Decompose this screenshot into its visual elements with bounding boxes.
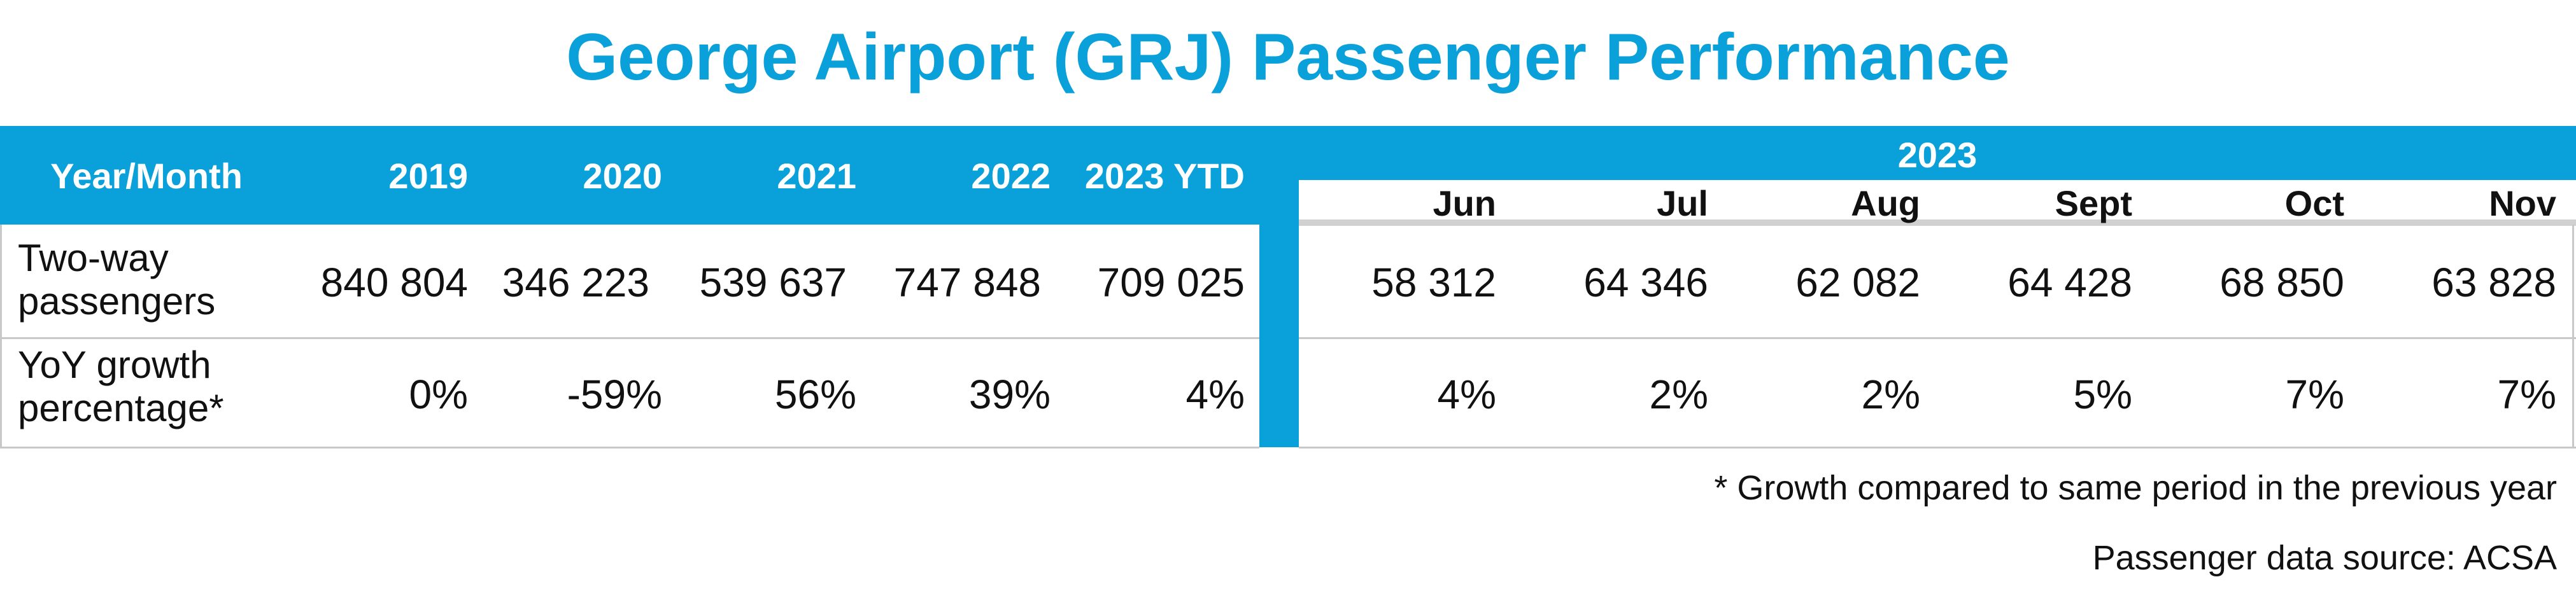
table-cell: 346 223 [502,260,649,305]
table-right-border [2572,225,2574,449]
header-2019: 2019 [388,156,468,196]
table-cell: 58 312 [1371,260,1496,305]
row-divider [0,337,1259,339]
row-divider [1299,337,2576,339]
table-cell: 539 637 [699,260,847,305]
month-subheader-band [1299,180,2576,225]
header-2022: 2022 [971,156,1051,196]
table-cell: -59% [567,372,662,417]
table-cell: 747 848 [893,260,1041,305]
header-jul: Jul [1657,183,1708,223]
row-label-yoy-growth: YoY growth percentage* [18,344,224,429]
table-cell: 7% [2497,372,2557,417]
month-subheader-rule [1299,219,2576,226]
table-bottom-border [0,447,1259,449]
table-cell: 5% [2073,372,2133,417]
table-cell: 4% [1185,372,1245,417]
page-title: George Airport (GRJ) Passenger Performan… [566,20,2010,94]
table-cell: 0% [409,372,469,417]
table-cell: 4% [1437,372,1497,417]
header-2020: 2020 [583,156,662,196]
table-cell: 709 025 [1097,260,1245,305]
table-bottom-border [1299,447,2576,449]
header-2021: 2021 [777,156,856,196]
table-cell: 2% [1649,372,1709,417]
table-cell: 7% [2285,372,2345,417]
header-nov: Nov [2489,183,2556,223]
table-left-border [0,225,2,449]
header-2023-ytd: 2023 YTD [1084,156,1245,196]
table-cell: 2% [1861,372,1921,417]
header-2023-group: 2023 [1897,135,1978,175]
table-cell: 64 428 [2007,260,2132,305]
footnote-source: Passenger data source: ACSA [2092,539,2557,577]
header-aug: Aug [1851,183,1920,223]
table-cell: 64 346 [1583,260,1708,305]
table-cell: 56% [774,372,856,417]
table-cell: 39% [968,372,1051,417]
table-cell: 840 804 [320,260,468,305]
footnote-growth: * Growth compared to same period in the … [1714,469,2557,507]
header-oct: Oct [2284,183,2344,223]
section-separator [1259,126,1299,447]
table-cell: 62 082 [1795,260,1920,305]
table-cell: 63 828 [2431,260,2556,305]
header-sept: Sept [2055,183,2132,223]
header-jun: Jun [1433,183,1496,223]
table-cell: 68 850 [2219,260,2344,305]
row-label-passengers: Two-way passengers [18,237,216,323]
header-year-month: Year/Month [50,156,243,196]
